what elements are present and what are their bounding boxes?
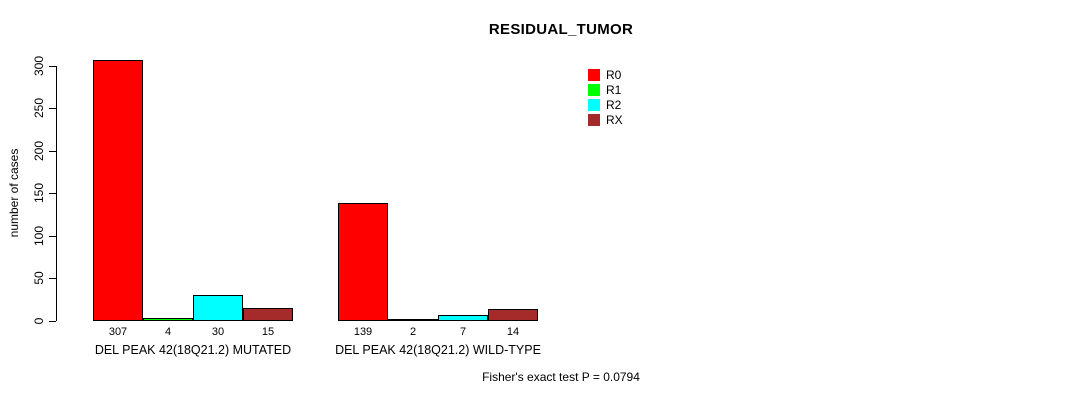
y-axis-tick-label: 50 — [32, 271, 46, 286]
legend-label: R0 — [606, 67, 622, 82]
bar-value-label: 14 — [506, 326, 520, 338]
bar-value-label: 30 — [211, 326, 225, 338]
legend-label: RX — [606, 112, 623, 127]
y-axis-tick-label: 0 — [32, 317, 46, 325]
x-axis-group-label: DEL PEAK 42(18Q21.2) MUTATED — [94, 343, 292, 357]
bar-r0-group1 — [93, 59, 143, 321]
legend-row: R1 — [588, 82, 623, 97]
y-axis-tick — [49, 65, 56, 67]
bar-r2-group1 — [193, 295, 243, 321]
y-axis-tick-label: 100 — [32, 225, 46, 246]
bar-r1-group1 — [143, 317, 193, 321]
y-axis-tick-label: 250 — [32, 98, 46, 119]
bar-value-label: 15 — [261, 326, 275, 338]
y-axis-tick — [49, 150, 56, 152]
bar-value-label: 4 — [164, 326, 172, 338]
legend-label: R1 — [606, 82, 622, 97]
y-axis-tick — [49, 321, 56, 322]
legend-row: R2 — [588, 97, 623, 112]
y-axis-tick — [49, 235, 56, 237]
bar-r1-group2 — [388, 319, 438, 322]
bar-value-label: 139 — [353, 326, 373, 338]
legend-row: RX — [588, 112, 623, 127]
bar-value-label: 307 — [108, 326, 128, 338]
x-axis-group-label: DEL PEAK 42(18Q21.2) WILD-TYPE — [335, 343, 541, 357]
y-axis-tick — [49, 193, 56, 195]
y-axis-tick — [49, 278, 56, 280]
legend-swatch-r0 — [588, 68, 600, 81]
stats-annotation: Fisher's exact test P = 0.0794 — [482, 370, 640, 384]
legend-swatch-r1 — [588, 83, 600, 96]
bar-r2-group2 — [438, 315, 488, 321]
legend: R0 R1 R2 RX — [588, 67, 623, 127]
chart-title: RESIDUAL_TUMOR — [488, 21, 634, 38]
legend-label: R2 — [606, 97, 622, 112]
y-axis-tick-label: 300 — [32, 55, 46, 76]
y-axis-tick — [49, 108, 56, 110]
legend-swatch-rx — [588, 113, 600, 126]
bar-r0-group2 — [338, 202, 388, 321]
bar-rx-group1 — [243, 308, 293, 321]
y-axis-tick-label: 150 — [32, 183, 46, 204]
legend-row: R0 — [588, 67, 623, 82]
bar-rx-group2 — [488, 309, 538, 321]
y-axis — [56, 65, 57, 321]
bar-value-label: 7 — [459, 326, 467, 338]
y-axis-tick-label: 200 — [32, 140, 46, 161]
bar-value-label: 2 — [409, 326, 417, 338]
legend-swatch-r2 — [588, 98, 600, 111]
